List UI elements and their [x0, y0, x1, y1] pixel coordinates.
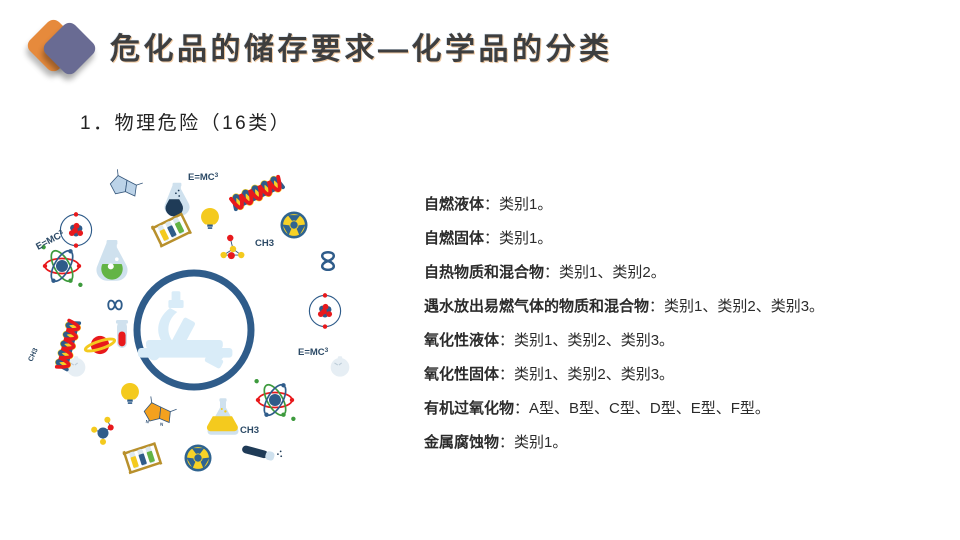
svg-text:CH3: CH3 — [240, 425, 259, 436]
svg-text:CH3: CH3 — [27, 347, 39, 363]
svg-text:E=MC3: E=MC3 — [298, 347, 329, 359]
svg-text:CH3: CH3 — [255, 238, 274, 249]
svg-text:E=MC3: E=MC3 — [34, 228, 66, 253]
svg-text:E=MC3: E=MC3 — [188, 172, 219, 184]
